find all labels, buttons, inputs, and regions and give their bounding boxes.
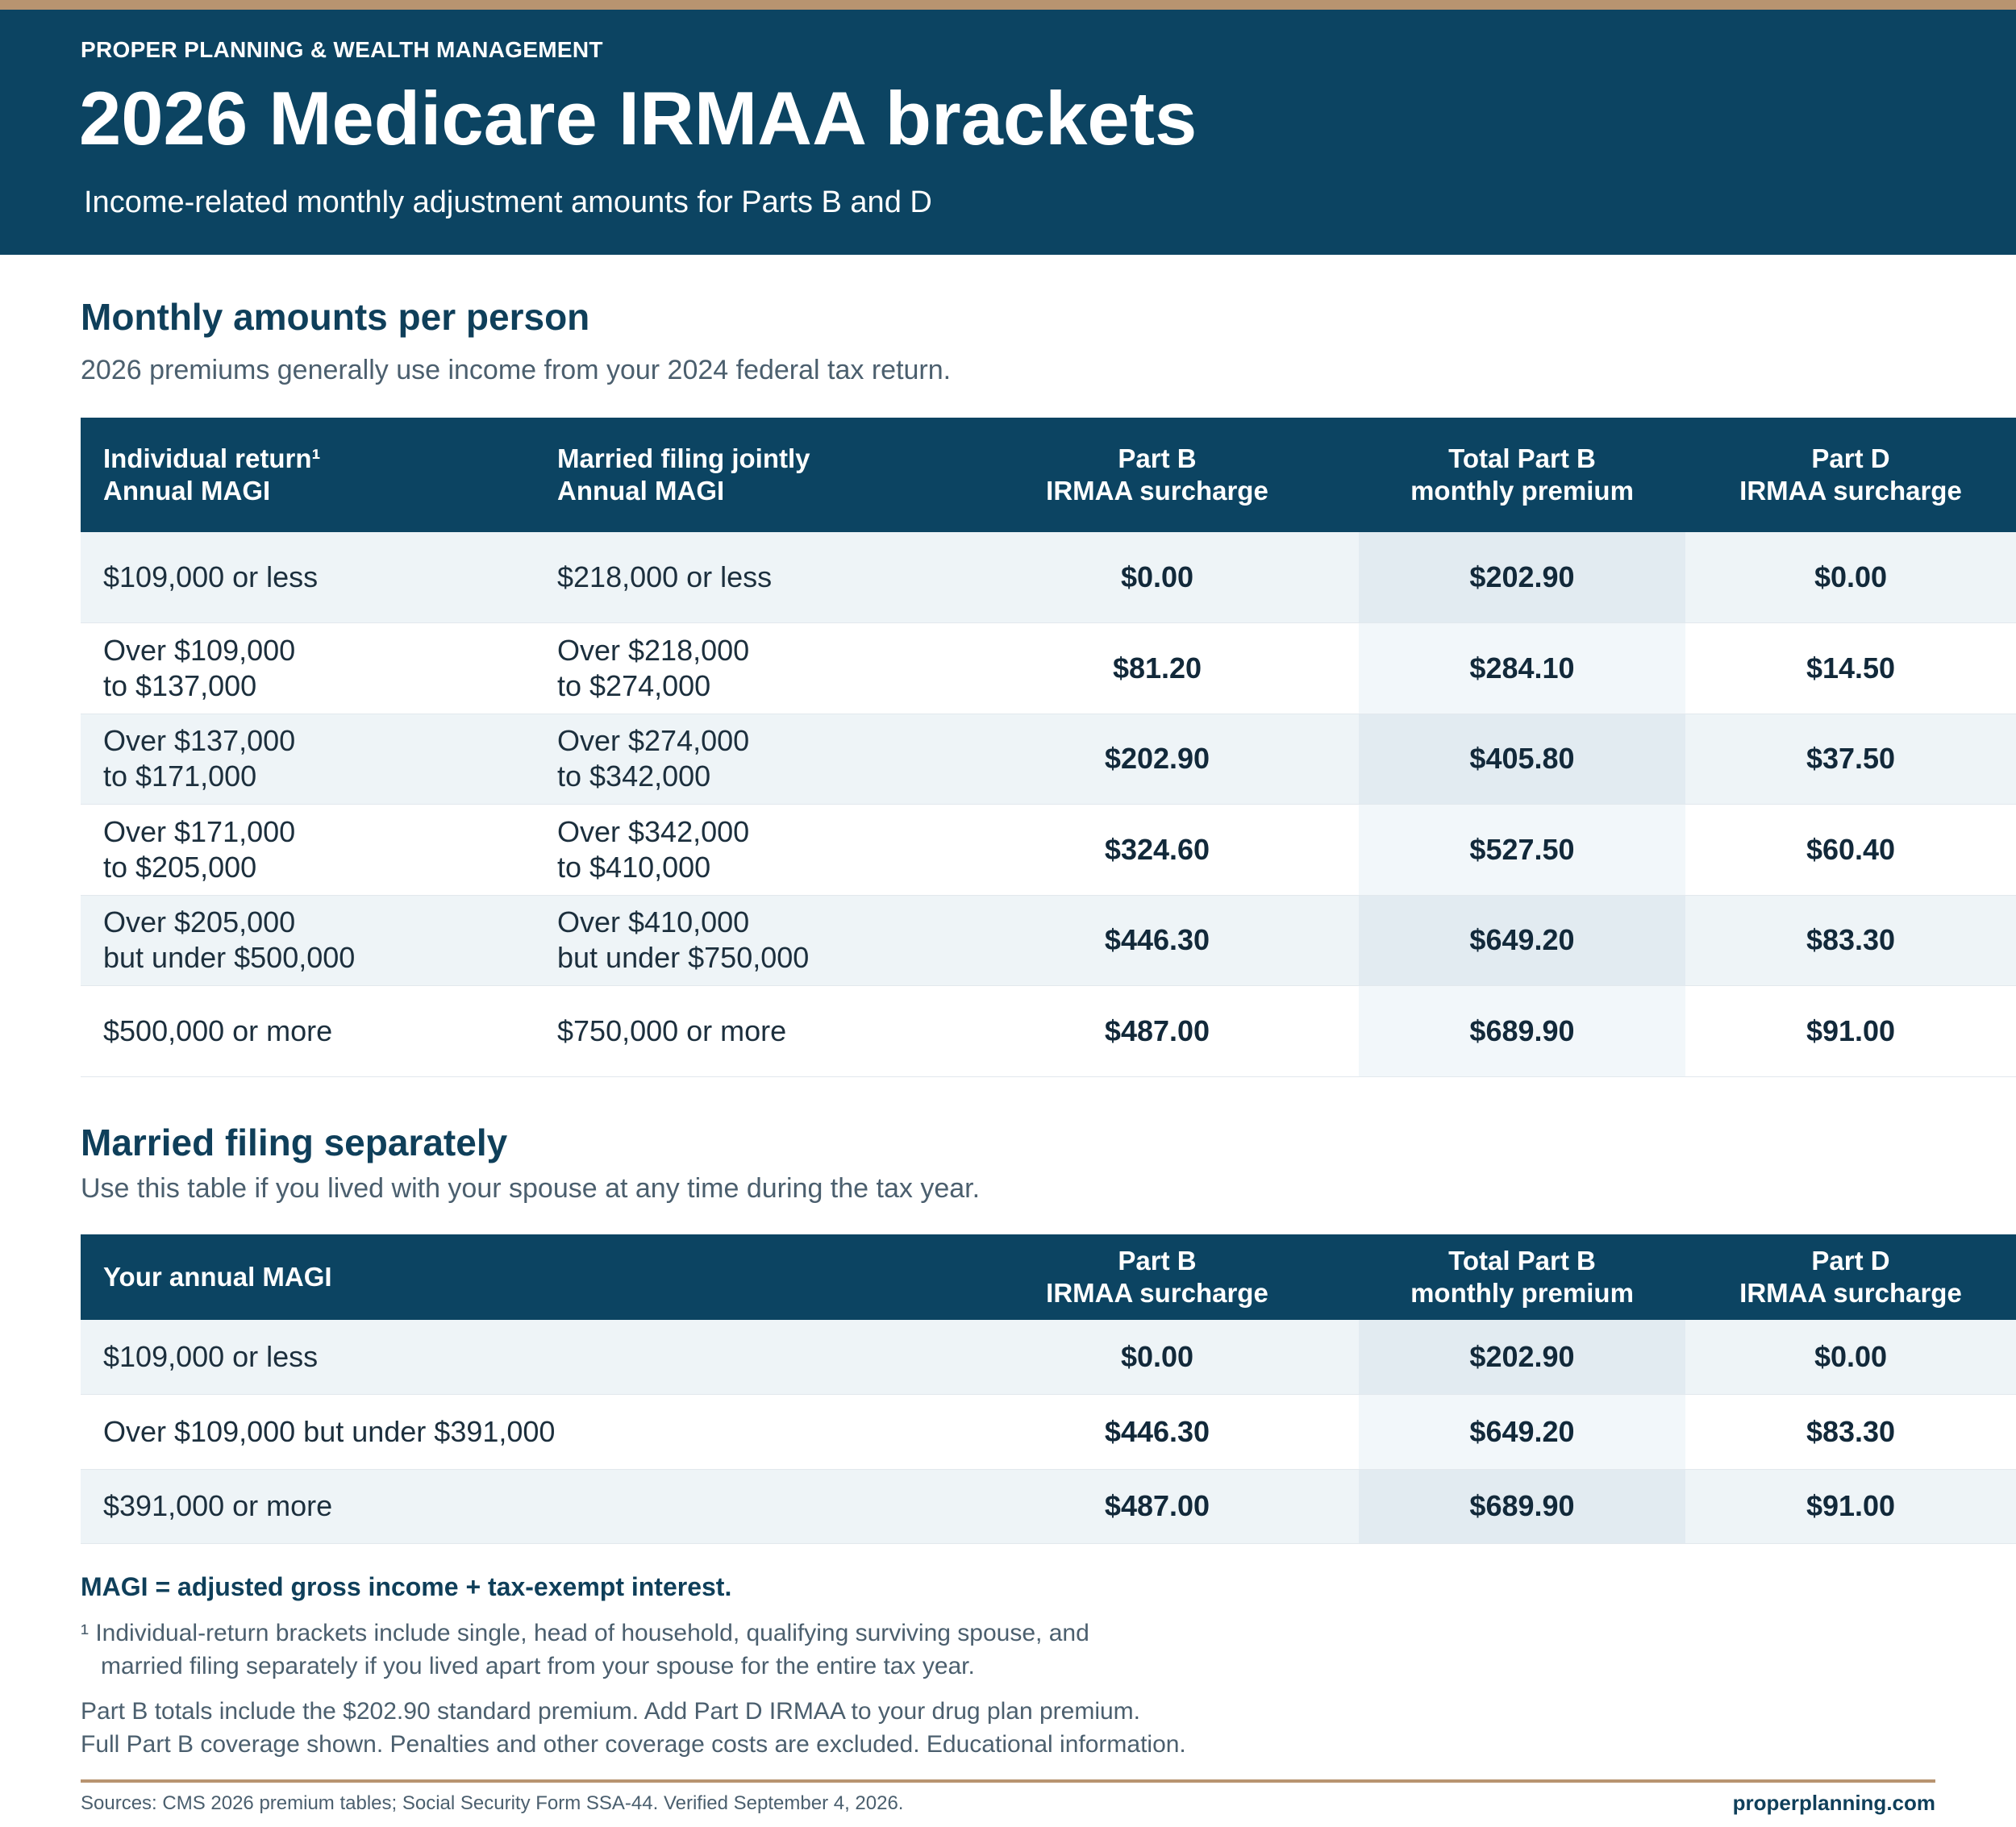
table-row: Over $171,000 to $205,000 Over $342,000 to…: [81, 804, 2016, 896]
section-title-monthly: Monthly amounts per person: [81, 296, 590, 338]
partb-surcharge-cell: $0.00: [956, 532, 1359, 623]
total-partb-cell: $202.90: [1359, 532, 1685, 623]
top-accent-rule: [0, 0, 2016, 10]
irmaa-table-married-separately: Your annual MAGI Part B IRMAA surcharge T…: [81, 1234, 2016, 1544]
header-partd-surcharge: Part D IRMAA surcharge: [1685, 418, 2016, 532]
footer-rule: [81, 1779, 1935, 1783]
header-joint-magi: Married filing jointly Annual MAGI: [535, 418, 956, 532]
website-link[interactable]: properplanning.com: [1732, 1791, 1935, 1815]
table-row: Over $109,000 but under $391,000 $446.30…: [81, 1394, 2016, 1470]
table-row: Over $137,000 to $171,000 Over $274,000 to…: [81, 714, 2016, 805]
total-partb-cell: $405.80: [1359, 714, 1685, 805]
individual-magi-cell: $109,000 or less: [81, 532, 535, 623]
footnote-part-b-totals: Part B totals include the $202.90 standa…: [81, 1698, 1186, 1758]
total-partb-cell: $689.90: [1359, 1469, 1685, 1544]
header-partb-surcharge: Part B IRMAA surcharge: [956, 1234, 1359, 1320]
sources-text: Sources: CMS 2026 premium tables; Social…: [81, 1792, 904, 1814]
table-header-row: Individual return¹ Annual MAGI Married fi…: [81, 418, 2016, 532]
partb-surcharge-cell: $446.30: [956, 895, 1359, 986]
page-subtitle: Income-related monthly adjustment amount…: [84, 185, 932, 219]
brand-name: PROPER PLANNING & WEALTH MANAGEMENT: [81, 37, 603, 62]
total-partb-cell: $649.20: [1359, 895, 1685, 986]
joint-magi-cell: $750,000 or more: [535, 985, 956, 1077]
partb-surcharge-cell: $487.00: [956, 1469, 1359, 1544]
page-header: PROPER PLANNING & WEALTH MANAGEMENT 2026…: [0, 10, 2016, 255]
partd-surcharge-cell: $0.00: [1685, 532, 2016, 623]
section-subtitle-monthly: 2026 premiums generally use income from …: [81, 355, 952, 385]
total-partb-cell: $284.10: [1359, 622, 1685, 714]
table-row: $109,000 or less $218,000 or less $0.00 …: [81, 532, 2016, 623]
partd-surcharge-cell: $83.30: [1685, 1394, 2016, 1470]
joint-magi-cell: Over $342,000 to $410,000: [535, 804, 956, 896]
header-your-magi: Your annual MAGI: [81, 1234, 956, 1320]
total-partb-cell: $689.90: [1359, 985, 1685, 1077]
partd-surcharge-cell: $37.50: [1685, 714, 2016, 805]
total-partb-cell: $649.20: [1359, 1394, 1685, 1470]
table-row: $391,000 or more $487.00 $689.90 $91.00: [81, 1469, 2016, 1544]
footnote-individual-brackets: ¹ Individual-return brackets include sin…: [81, 1620, 1089, 1679]
page-title: 2026 Medicare IRMAA brackets: [79, 76, 1198, 160]
partd-surcharge-cell: $0.00: [1685, 1320, 2016, 1395]
individual-magi-cell: Over $205,000 but under $500,000: [81, 895, 535, 986]
header-individual-magi: Individual return¹ Annual MAGI: [81, 418, 535, 532]
header-partb-surcharge: Part B IRMAA surcharge: [956, 418, 1359, 532]
partb-surcharge-cell: $81.20: [956, 622, 1359, 714]
individual-magi-cell: Over $171,000 to $205,000: [81, 804, 535, 896]
magi-definition: MAGI = adjusted gross income + tax-exemp…: [81, 1572, 732, 1601]
partb-surcharge-cell: $0.00: [956, 1320, 1359, 1395]
table-row: $109,000 or less $0.00 $202.90 $0.00: [81, 1320, 2016, 1395]
header-partd-surcharge: Part D IRMAA surcharge: [1685, 1234, 2016, 1320]
partb-surcharge-cell: $487.00: [956, 985, 1359, 1077]
your-magi-cell: Over $109,000 but under $391,000: [81, 1394, 956, 1470]
joint-magi-cell: Over $410,000 but under $750,000: [535, 895, 956, 986]
individual-magi-cell: Over $109,000 to $137,000: [81, 622, 535, 714]
joint-magi-cell: Over $218,000 to $274,000: [535, 622, 956, 714]
section-title-separate: Married filing separately: [81, 1122, 508, 1163]
partb-surcharge-cell: $324.60: [956, 804, 1359, 896]
partd-surcharge-cell: $91.00: [1685, 1469, 2016, 1544]
partd-surcharge-cell: $14.50: [1685, 622, 2016, 714]
table-row: Over $205,000 but under $500,000 Over $41…: [81, 895, 2016, 986]
irmaa-table-individual-joint: Individual return¹ Annual MAGI Married fi…: [81, 418, 2016, 1077]
joint-magi-cell: $218,000 or less: [535, 532, 956, 623]
total-partb-cell: $202.90: [1359, 1320, 1685, 1395]
section-subtitle-separate: Use this table if you lived with your sp…: [81, 1173, 981, 1204]
individual-magi-cell: Over $137,000 to $171,000: [81, 714, 535, 805]
table-row: Over $109,000 to $137,000 Over $218,000 to…: [81, 622, 2016, 714]
table-header-row: Your annual MAGI Part B IRMAA surcharge T…: [81, 1234, 2016, 1320]
partb-surcharge-cell: $446.30: [956, 1394, 1359, 1470]
total-partb-cell: $527.50: [1359, 804, 1685, 896]
partd-surcharge-cell: $60.40: [1685, 804, 2016, 896]
partb-surcharge-cell: $202.90: [956, 714, 1359, 805]
partd-surcharge-cell: $91.00: [1685, 985, 2016, 1077]
your-magi-cell: $391,000 or more: [81, 1469, 956, 1544]
joint-magi-cell: Over $274,000 to $342,000: [535, 714, 956, 805]
partd-surcharge-cell: $83.30: [1685, 895, 2016, 986]
individual-magi-cell: $500,000 or more: [81, 985, 535, 1077]
your-magi-cell: $109,000 or less: [81, 1320, 956, 1395]
table-row: $500,000 or more $750,000 or more $487.0…: [81, 985, 2016, 1077]
